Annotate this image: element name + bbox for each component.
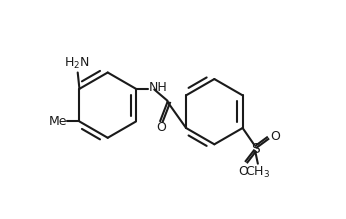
Text: CH$_3$: CH$_3$ bbox=[245, 165, 271, 180]
Text: O: O bbox=[271, 130, 281, 143]
Text: NH: NH bbox=[149, 81, 168, 94]
Text: H$_2$N: H$_2$N bbox=[64, 56, 89, 71]
Text: S: S bbox=[251, 142, 260, 156]
Text: O: O bbox=[238, 164, 248, 178]
Text: Me: Me bbox=[48, 115, 67, 128]
Text: O: O bbox=[156, 121, 166, 134]
